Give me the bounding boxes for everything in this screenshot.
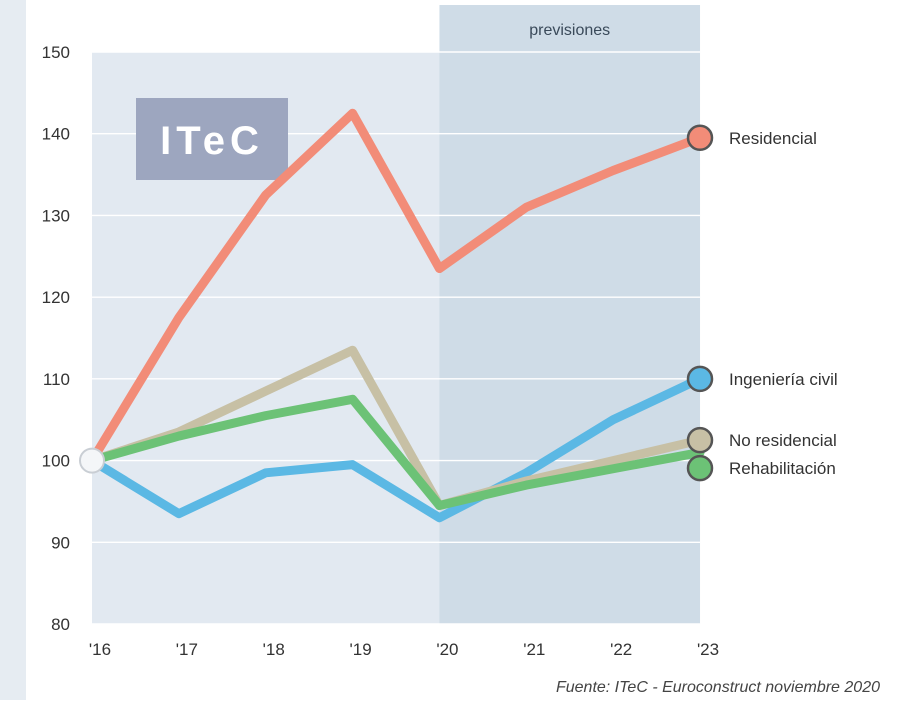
itec-logo-text: ITeC bbox=[160, 119, 264, 163]
x-tick-label: '18 bbox=[263, 640, 285, 659]
x-tick-label: '21 bbox=[523, 640, 545, 659]
end-marker-rehabilitacion bbox=[686, 454, 714, 482]
forecast-label: previsiones bbox=[529, 22, 610, 39]
background-strip bbox=[0, 0, 26, 700]
itec-logo bbox=[136, 98, 288, 180]
legend-label-ingenieria-civil: Ingeniería civil bbox=[729, 370, 838, 389]
x-tick-label: '16 bbox=[89, 640, 111, 659]
end-marker-residencial bbox=[686, 124, 714, 152]
legend: Residencial Ingeniería civil No residencia… bbox=[686, 124, 838, 482]
series-line-no-residencial bbox=[87, 345, 705, 511]
y-tick-label: 100 bbox=[42, 452, 70, 471]
series-lines bbox=[79, 108, 705, 523]
x-tick-label: '22 bbox=[610, 640, 632, 659]
x-tick-label: '23 bbox=[697, 640, 719, 659]
legend-label-residencial: Residencial bbox=[729, 129, 817, 148]
y-tick-label: 150 bbox=[42, 43, 70, 62]
y-axis-ticks: 80 90 100 110 120 130 140 150 bbox=[42, 43, 70, 634]
end-marker-no-residencial bbox=[686, 426, 714, 454]
legend-label-no-residencial: No residencial bbox=[729, 431, 837, 450]
start-point-marker bbox=[79, 447, 105, 474]
grid-lines bbox=[92, 51, 700, 625]
series-line-residencial bbox=[87, 108, 705, 466]
legend-label-rehabilitacion: Rehabilitación bbox=[729, 459, 836, 478]
series-line-ingenieria-civil bbox=[87, 374, 705, 523]
forecast-band bbox=[439, 5, 701, 624]
y-tick-label: 80 bbox=[51, 615, 70, 634]
y-tick-label: 120 bbox=[42, 288, 70, 307]
y-tick-label: 140 bbox=[42, 125, 70, 144]
end-marker-ingenieria-civil bbox=[686, 365, 714, 393]
x-tick-label: '20 bbox=[436, 640, 458, 659]
y-tick-label: 90 bbox=[51, 533, 70, 552]
x-axis-ticks: '16 '17 '18 '19 '20 '21 '22 '23 bbox=[89, 640, 719, 659]
series-line-rehabilitacion bbox=[87, 394, 705, 511]
y-tick-label: 110 bbox=[43, 370, 70, 389]
x-tick-label: '19 bbox=[350, 640, 372, 659]
source-note: Fuente: ITeC - Euroconstruct noviembre 2… bbox=[556, 679, 880, 696]
x-tick-label: '17 bbox=[176, 640, 198, 659]
y-tick-label: 130 bbox=[42, 206, 70, 225]
